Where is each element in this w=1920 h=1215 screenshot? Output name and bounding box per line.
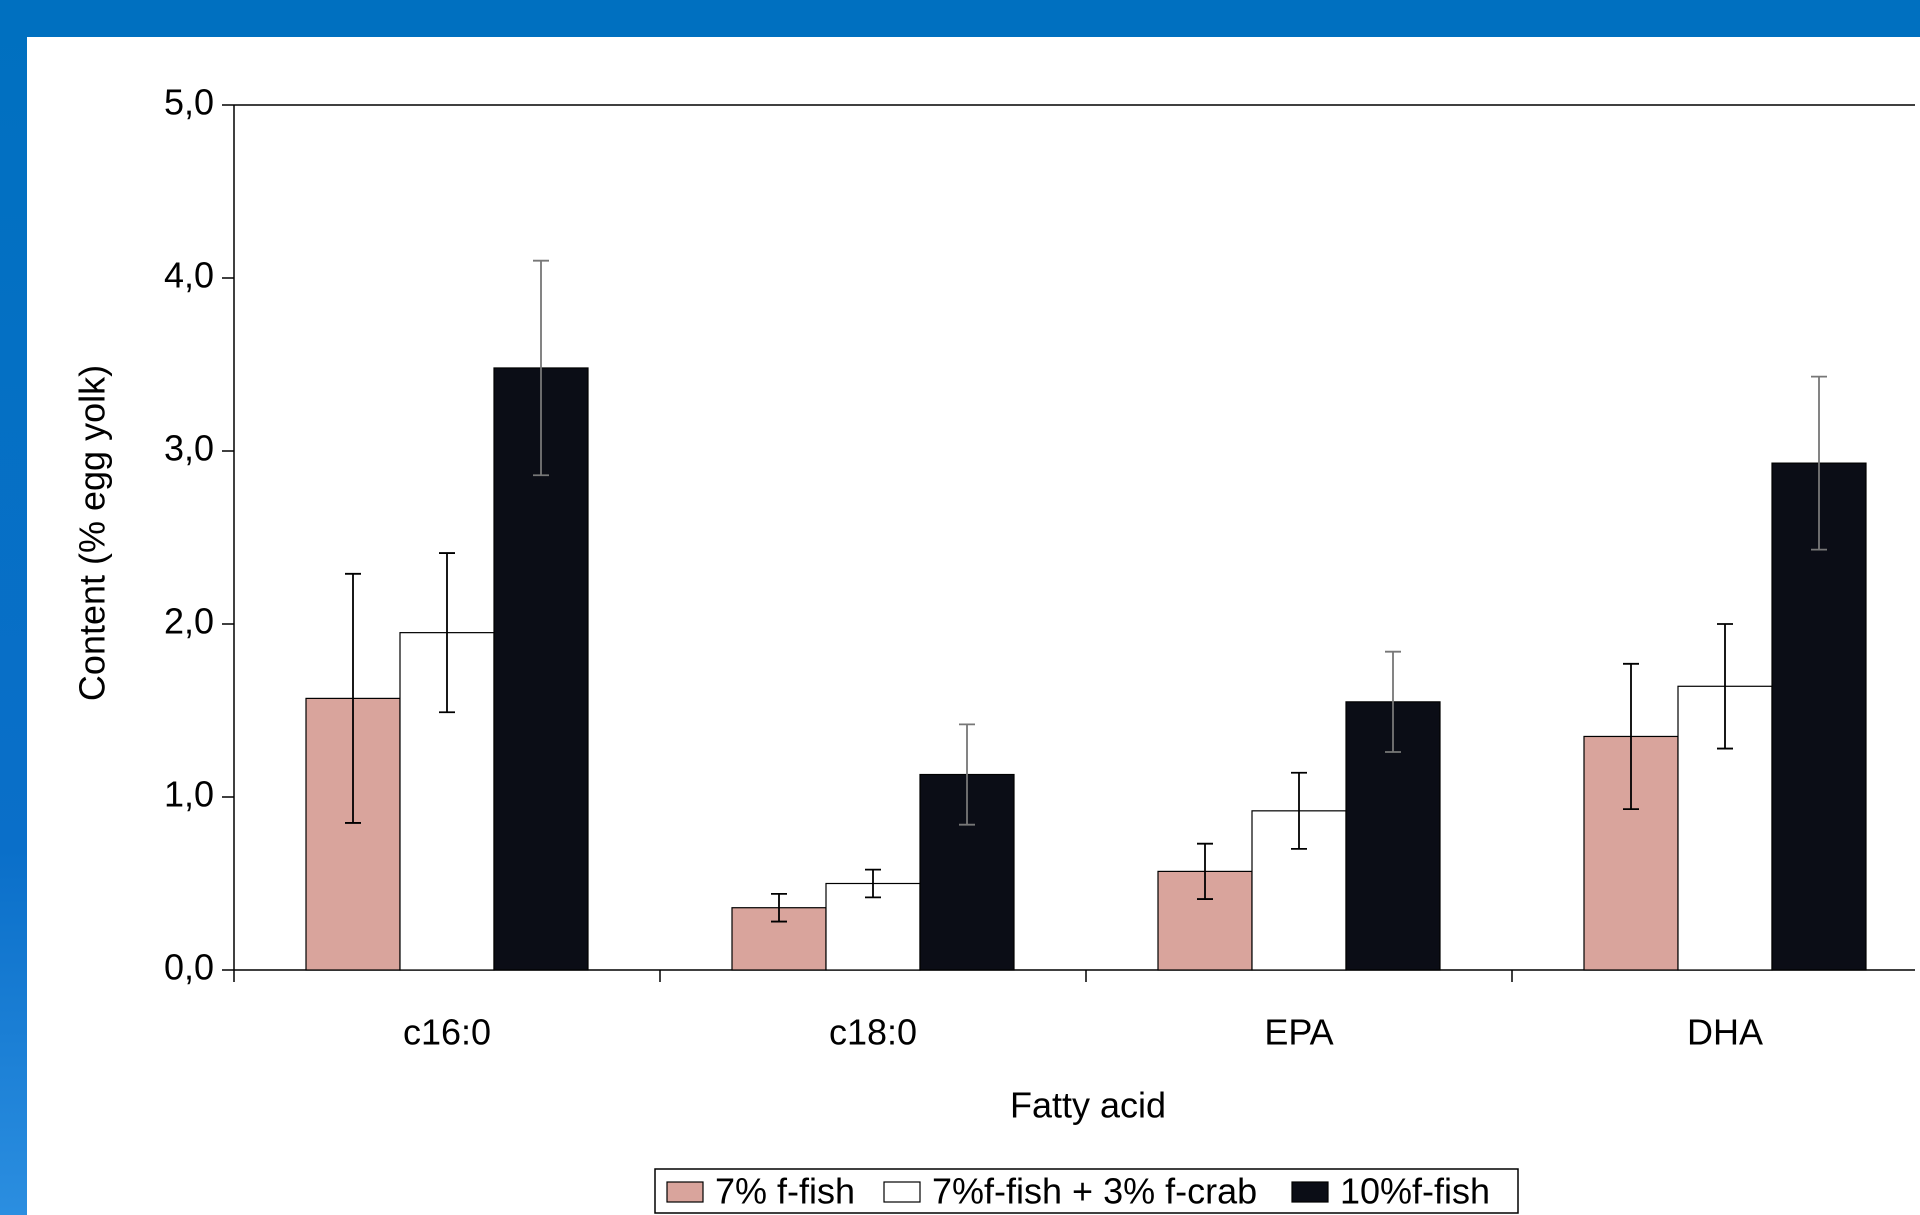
legend-swatch [667,1182,703,1202]
y-tick-label: 0,0 [164,947,214,988]
y-axis-title: Content (% egg yolk) [72,365,113,701]
page: Fatty acid Content (% egg yolk) 0,0 1,0 2,… [0,0,1920,1215]
y-tick-label: 4,0 [164,255,214,296]
y-tick-label: 5,0 [164,82,214,123]
legend-label: 10%f-fish [1340,1171,1490,1212]
chart: Fatty acid Content (% egg yolk) 0,0 1,0 2,… [0,0,1920,1215]
y-tick-label: 1,0 [164,774,214,815]
x-tick-label: EPA [1264,1012,1333,1053]
x-axis-title: Fatty acid [1010,1085,1166,1126]
slide [27,37,1920,1215]
legend-label: 7% f-fish [715,1171,855,1212]
y-tick-label: 2,0 [164,601,214,642]
x-tick-label: c16:0 [403,1012,491,1053]
y-tick-label: 3,0 [164,428,214,469]
legend-swatch [884,1182,920,1202]
x-tick-label: DHA [1687,1012,1763,1053]
legend-swatch [1292,1182,1328,1202]
legend-label: 7%f-fish + 3% f-crab [932,1171,1257,1212]
x-tick-label: c18:0 [829,1012,917,1053]
